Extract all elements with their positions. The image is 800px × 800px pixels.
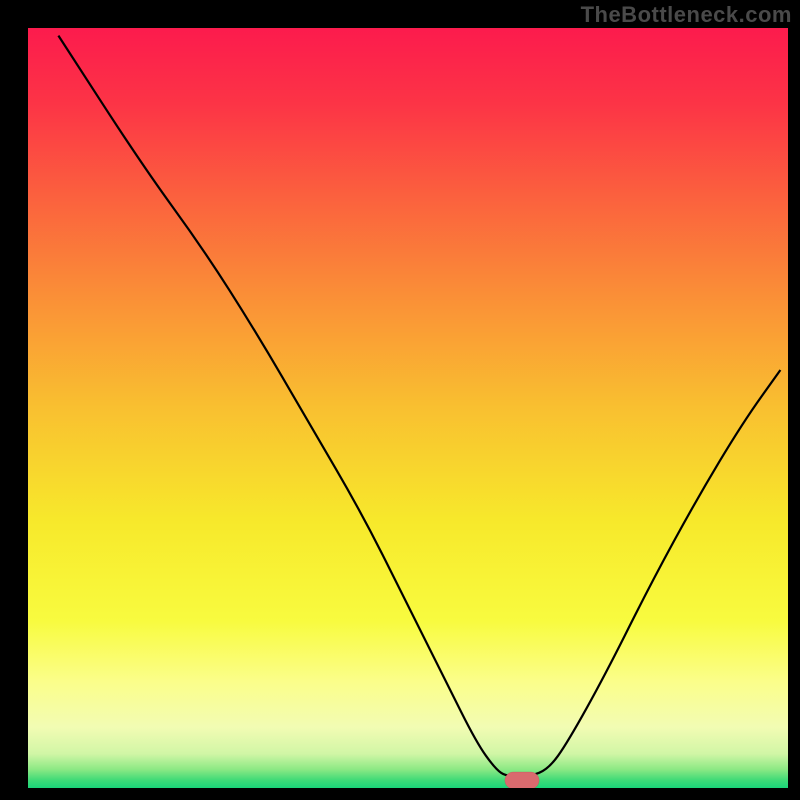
gradient-background <box>28 28 788 788</box>
watermark-text: TheBottleneck.com <box>581 2 792 28</box>
optimal-marker <box>505 772 539 788</box>
bottleneck-chart <box>28 28 788 788</box>
chart-frame: TheBottleneck.com <box>0 0 800 800</box>
